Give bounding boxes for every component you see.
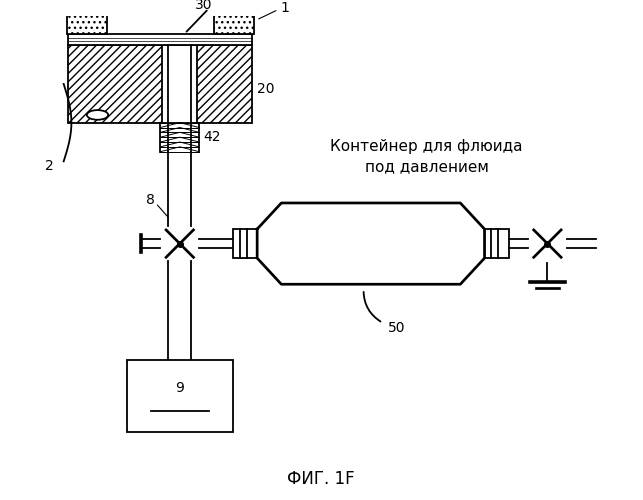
Text: Контейнер для флюида
под давлением: Контейнер для флюида под давлением xyxy=(331,138,523,174)
Text: 1: 1 xyxy=(280,0,289,14)
Text: ФИГ. 1F: ФИГ. 1F xyxy=(287,470,355,488)
Bar xyxy=(69,46,252,122)
Text: 30: 30 xyxy=(195,0,213,12)
Text: 2: 2 xyxy=(45,159,53,173)
Text: 8: 8 xyxy=(146,193,155,207)
Ellipse shape xyxy=(87,110,108,120)
Bar xyxy=(233,229,257,258)
Bar xyxy=(213,6,254,34)
Bar xyxy=(127,360,233,432)
Text: 20: 20 xyxy=(257,82,275,96)
Bar xyxy=(69,34,252,46)
Bar xyxy=(67,6,107,34)
Bar xyxy=(485,229,509,258)
Bar xyxy=(162,46,197,122)
Bar xyxy=(67,6,107,34)
Bar xyxy=(69,46,252,122)
Text: 42: 42 xyxy=(203,130,221,144)
Bar xyxy=(213,6,254,34)
Text: 9: 9 xyxy=(176,382,184,396)
Text: 50: 50 xyxy=(388,321,405,335)
